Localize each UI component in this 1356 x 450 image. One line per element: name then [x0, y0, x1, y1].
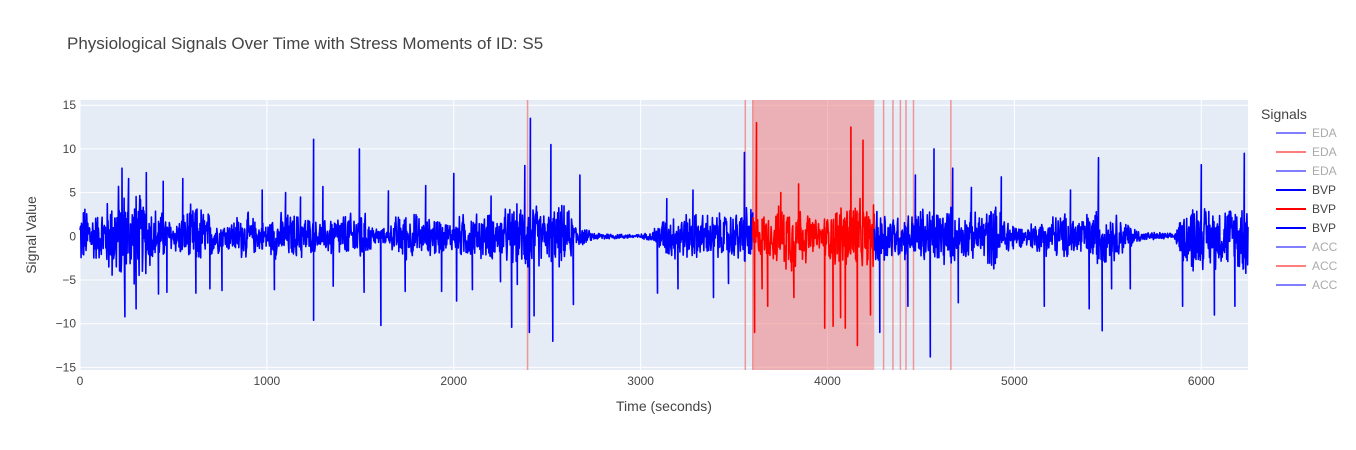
legend-title: Signals	[1261, 106, 1307, 122]
x-tick-label: 3000	[627, 374, 654, 388]
chart-title: Physiological Signals Over Time with Str…	[67, 34, 543, 53]
x-axis-title: Time (seconds)	[616, 398, 712, 414]
legend-item-acc[interactable]: ACC	[1312, 240, 1338, 254]
x-tick-label: 5000	[1001, 374, 1028, 388]
y-tick-label: −5	[62, 273, 76, 287]
x-tick-label: 0	[77, 374, 84, 388]
x-tick-label: 4000	[814, 374, 841, 388]
legend-item-bvp[interactable]: BVP	[1312, 183, 1336, 197]
legend-item-bvp[interactable]: BVP	[1312, 202, 1336, 216]
x-ticks: 0 1000 2000 3000 4000 5000 6000	[77, 374, 1215, 388]
legend-item-eda[interactable]: EDA	[1312, 164, 1337, 178]
y-axis-title: Signal Value	[23, 196, 39, 274]
series-line-bvp-1[interactable]	[79, 117, 754, 342]
x-tick-label: 6000	[1188, 374, 1215, 388]
legend: Signals EDA EDA EDA BVP BVP BVP ACC ACC ACC	[1261, 106, 1338, 292]
legend-item-bvp[interactable]: BVP	[1312, 221, 1336, 235]
x-tick-label: 2000	[440, 374, 467, 388]
y-tick-label: 5	[69, 186, 76, 200]
x-tick-label: 1000	[254, 374, 281, 388]
series-layer	[79, 117, 1249, 358]
y-tick-label: 15	[63, 98, 77, 112]
y-tick-label: 0	[69, 229, 76, 243]
legend-item-acc[interactable]: ACC	[1312, 259, 1338, 273]
y-ticks: −15 −10 −5 0 5 10 15	[56, 98, 77, 374]
legend-item-eda[interactable]: EDA	[1312, 145, 1337, 159]
series-line-bvp-3[interactable]	[873, 148, 1249, 358]
y-tick-label: 10	[63, 142, 77, 156]
series-line-bvp-2[interactable]	[752, 121, 875, 347]
y-tick-label: −15	[56, 360, 77, 374]
legend-item-acc[interactable]: ACC	[1312, 278, 1338, 292]
legend-item-eda[interactable]: EDA	[1312, 126, 1337, 140]
y-tick-label: −10	[56, 317, 77, 331]
